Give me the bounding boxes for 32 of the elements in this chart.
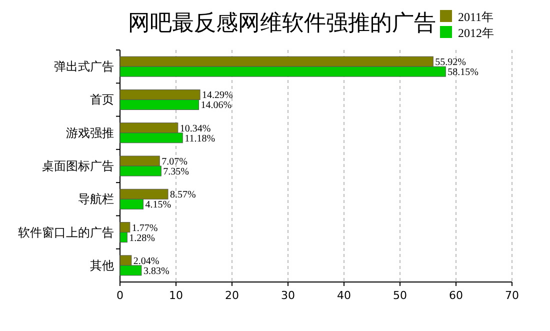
data-label: 1.28% [129,232,156,244]
x-tick-label: 0 [116,289,124,302]
y-tick-label: 弹出式广告 [54,60,114,74]
y-tick-label: 游戏强推 [66,126,114,140]
data-label: 4.15% [145,200,172,211]
y-tick-label: 首页 [90,92,114,107]
x-tick-label: 30 [281,289,295,302]
x-tick-label: 20 [225,289,239,302]
data-label: 55.92% [435,57,466,68]
data-label: 3.83% [143,266,170,277]
data-label: 8.57% [170,190,196,201]
legend-label: 2012年 [458,26,494,40]
x-tick-label: 70 [505,289,519,302]
y-tick-label: 其他 [90,258,114,272]
data-label: 7.35% [163,166,190,178]
data-label: 11.18% [184,133,216,144]
x-tick-label: 40 [337,289,351,302]
x-tick-label: 10 [169,289,183,302]
data-label: 14.06% [200,100,232,112]
x-tick-label: 50 [393,289,407,302]
x-tick-label: 60 [449,289,463,302]
data-label: 1.77% [132,222,158,234]
data-label: 7.07% [162,156,188,168]
data-label: 14.29% [202,90,233,102]
legend-label: 2011年 [458,10,494,24]
data-label: 10.34% [180,123,211,134]
data-label: 58.15% [448,67,478,78]
chart-title: 网吧最反感网维软件强推的广告 [128,11,436,36]
y-tick-label: 导航栏 [78,192,114,206]
data-label: 2.04% [133,256,160,267]
y-tick-label: 桌面图标广告 [42,159,114,173]
y-tick-label: 软件窗口上的广告 [18,225,114,240]
